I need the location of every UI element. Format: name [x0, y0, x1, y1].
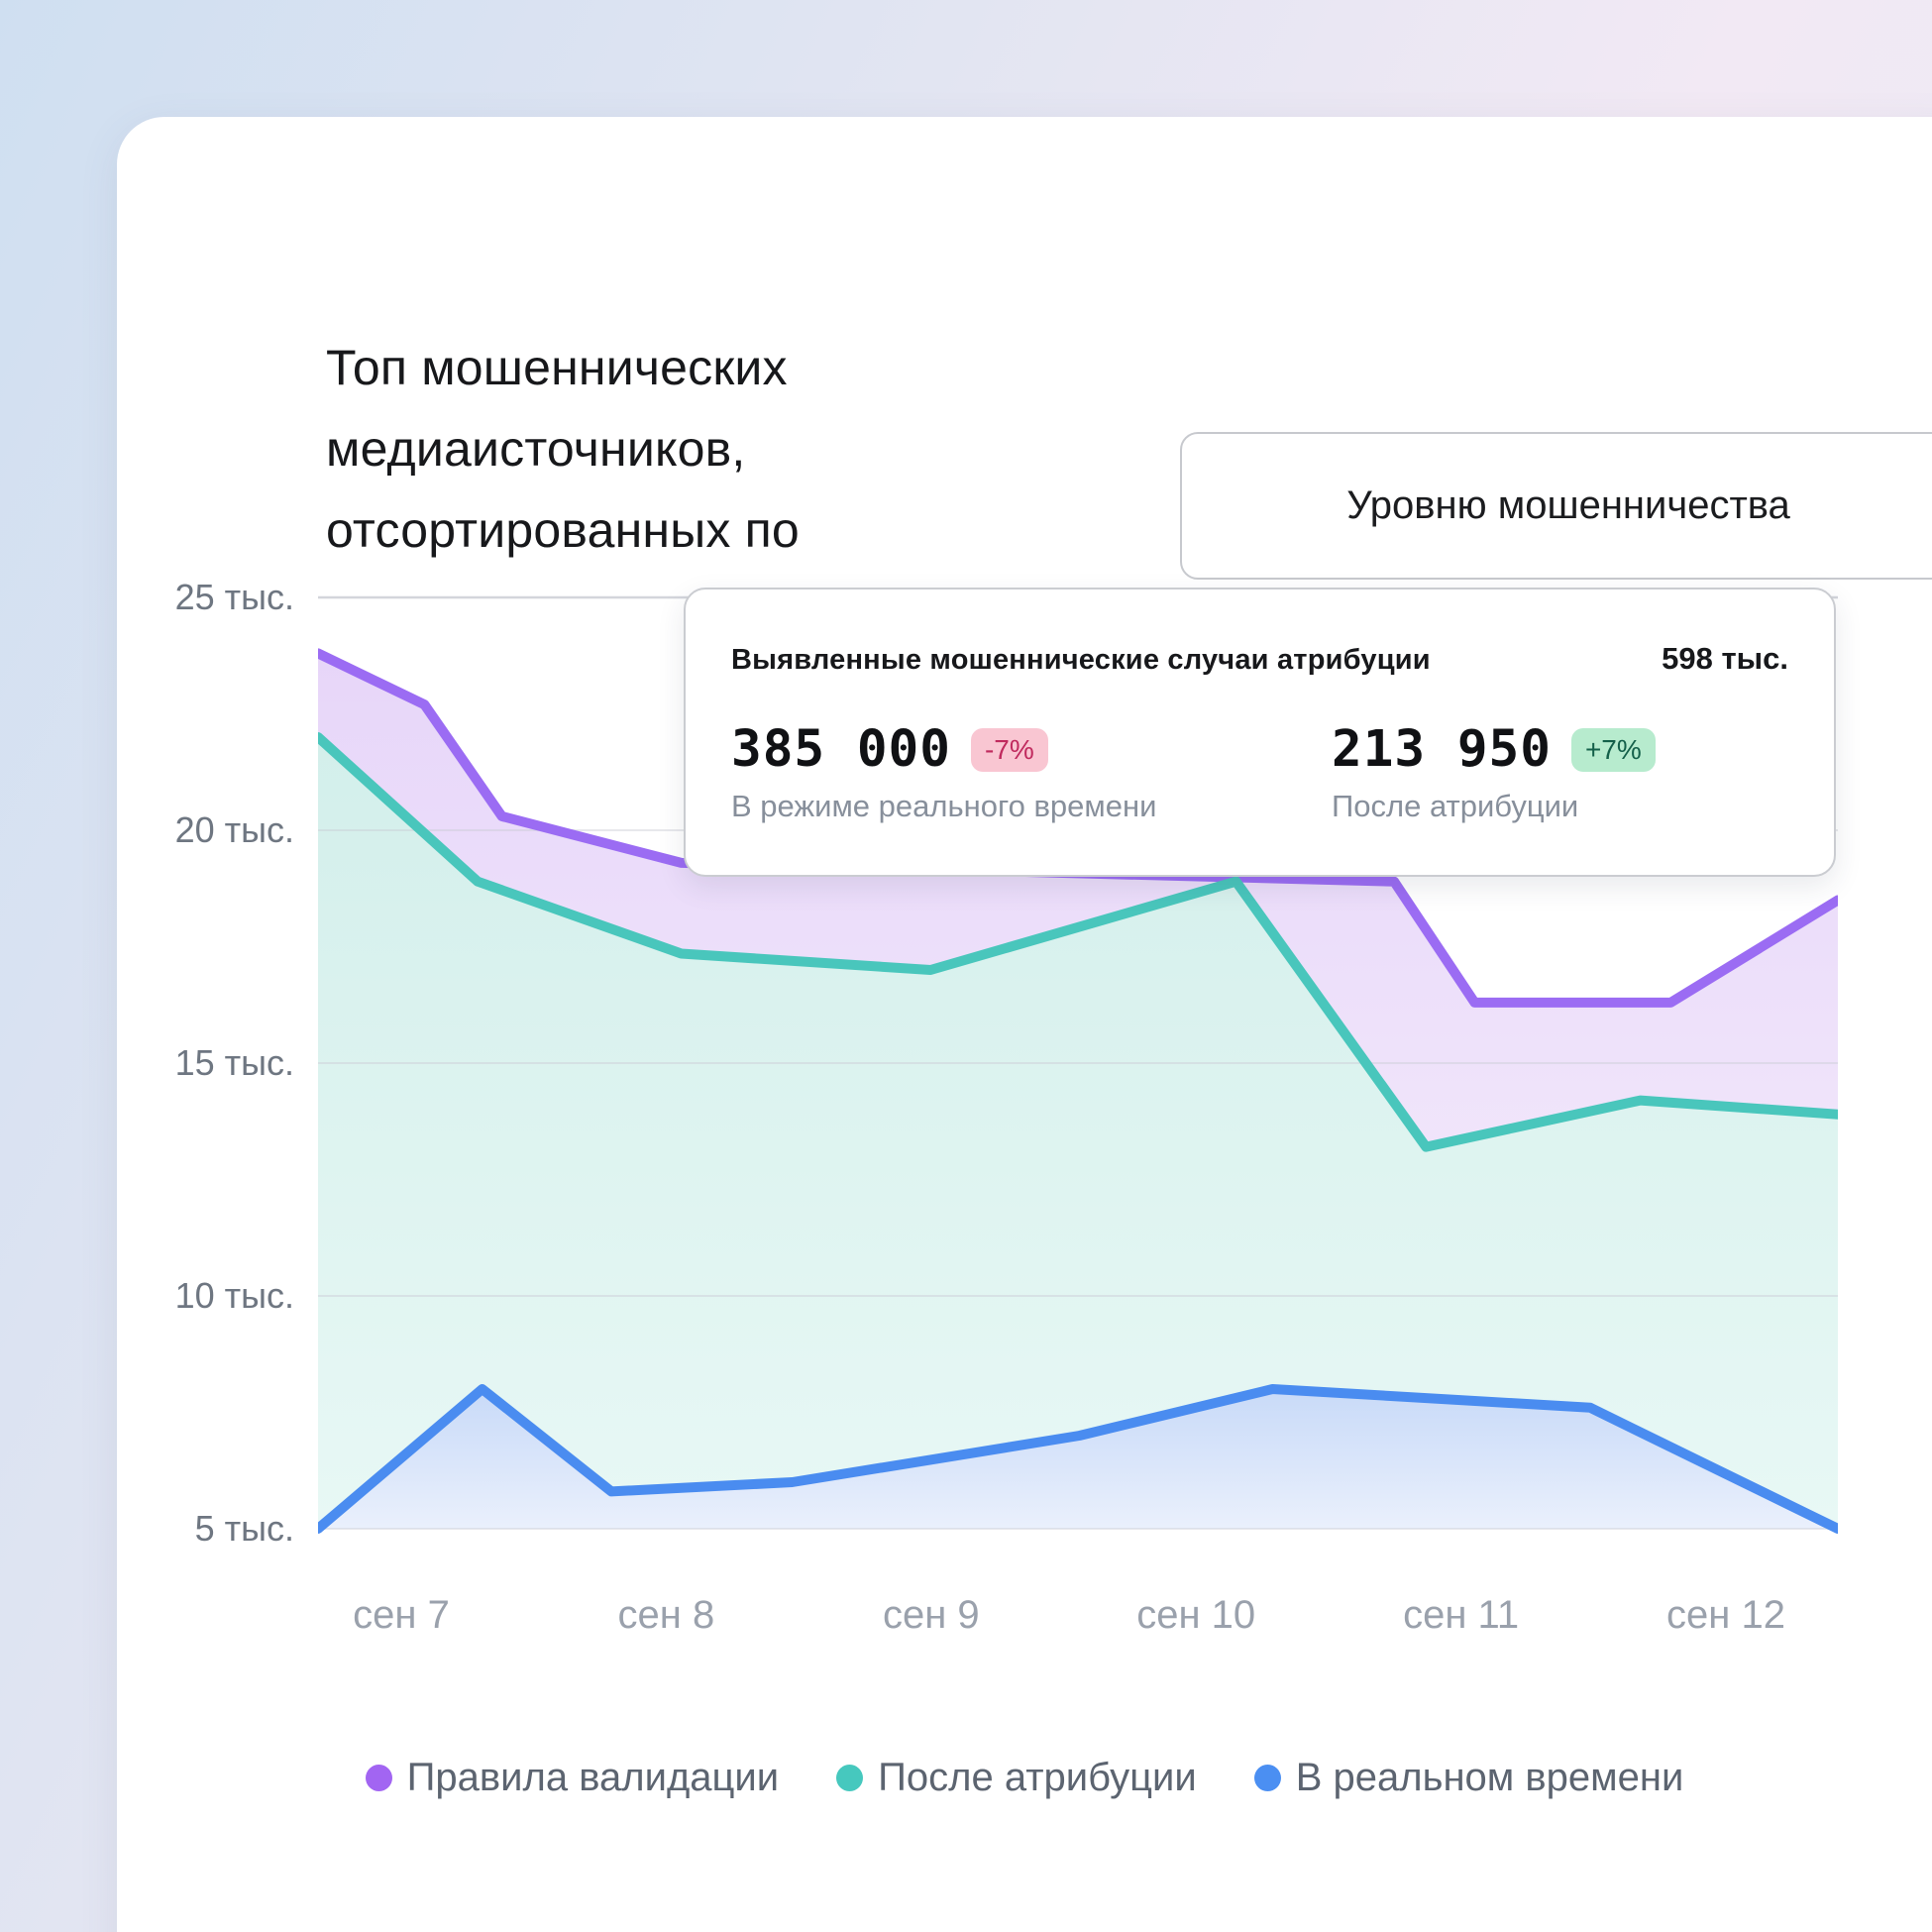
- y-axis-tick: 25 тыс.: [174, 577, 294, 617]
- tooltip-metric-attributed: 213 950 +7% После атрибуции: [1332, 720, 1656, 824]
- page-title-line: медиаисточников,: [326, 421, 746, 477]
- series-line: [313, 1384, 1843, 1534]
- page-title: Топ мошеннических медиаисточников, отсор…: [326, 327, 800, 571]
- x-axis-tick: сен 10: [1136, 1593, 1256, 1637]
- metric-label: В режиме реального времени: [731, 789, 1157, 823]
- series-fill: [318, 737, 1838, 1529]
- x-axis-tick: сен 8: [617, 1593, 715, 1637]
- series-line: [313, 732, 1843, 1152]
- series-fill: [318, 1389, 1838, 1529]
- legend-label: Правила валидации: [406, 1756, 780, 1799]
- legend-label: В реальном времени: [1295, 1756, 1684, 1799]
- tooltip-total-value: 598 тыс.: [1662, 641, 1788, 676]
- x-axis-tick: сен 9: [882, 1593, 980, 1637]
- y-axis-tick: 5 тыс.: [194, 1508, 294, 1549]
- legend-dot-teal-icon: [836, 1765, 864, 1791]
- x-axis-tick: сен 12: [1666, 1593, 1785, 1637]
- legend-dot-purple-icon: [365, 1765, 392, 1791]
- page-title-line: отсортированных по: [326, 502, 800, 558]
- delta-badge-down: -7%: [970, 727, 1048, 772]
- chart-tooltip: Выявленные мошеннические случаи атрибуци…: [684, 588, 1836, 877]
- metric-value: 213 950: [1332, 720, 1552, 779]
- y-axis-tick: 15 тыс.: [174, 1042, 294, 1083]
- legend-label: После атрибуции: [878, 1756, 1197, 1799]
- legend-item-validation-rules[interactable]: Правила валидации: [365, 1756, 780, 1800]
- metric-label: После атрибуции: [1332, 789, 1579, 823]
- y-axis-tick: 10 тыс.: [174, 1275, 294, 1316]
- metric-value: 385 000: [731, 720, 951, 779]
- sort-by-button[interactable]: Уровню мошенничества: [1180, 432, 1932, 580]
- tooltip-metric-realtime: 385 000 -7% В режиме реального времени: [731, 720, 1332, 824]
- x-axis-tick: сен 11: [1403, 1593, 1520, 1637]
- page-title-line: Топ мошеннических: [326, 340, 788, 395]
- tooltip-title: Выявленные мошеннические случаи атрибуци…: [731, 644, 1431, 676]
- sort-by-button-label: Уровню мошенничества: [1346, 483, 1790, 527]
- legend-dot-blue-icon: [1253, 1765, 1281, 1791]
- y-axis-tick: 20 тыс.: [174, 809, 294, 850]
- legend-item-after-attribution[interactable]: После атрибуции: [836, 1756, 1197, 1800]
- delta-badge-up: +7%: [1570, 727, 1656, 772]
- chart-legend: Правила валидации После атрибуции В реал…: [117, 1756, 1932, 1800]
- x-axis-tick: сен 7: [353, 1593, 450, 1637]
- legend-item-realtime[interactable]: В реальном времени: [1253, 1756, 1684, 1800]
